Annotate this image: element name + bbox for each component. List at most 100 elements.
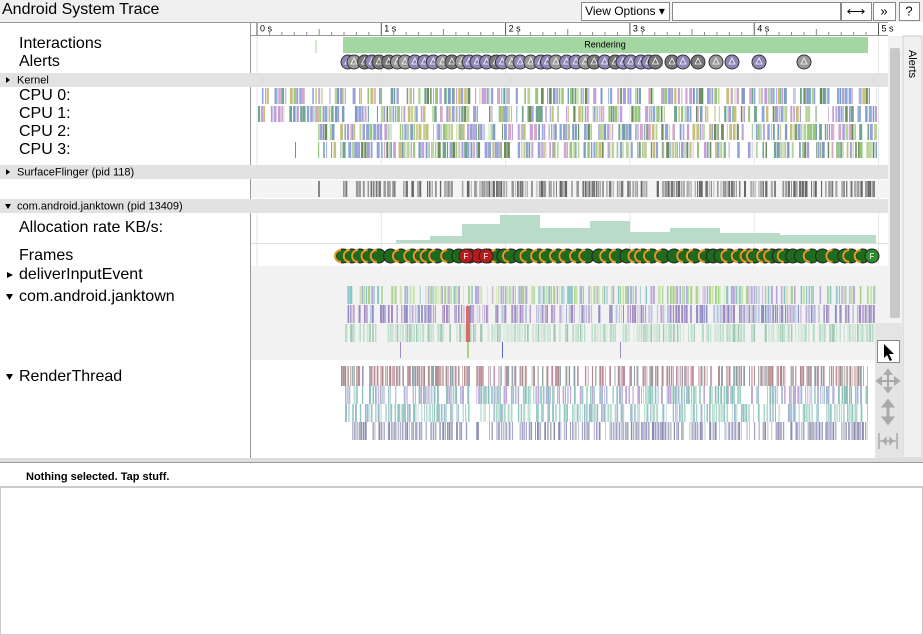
trace-slice <box>838 124 842 140</box>
track-label[interactable]: RenderThread <box>19 368 122 385</box>
help-button[interactable] <box>899 2 920 21</box>
track-label[interactable]: deliverInputEvent <box>19 266 143 283</box>
trace-slice <box>675 305 678 323</box>
trace-slice <box>780 366 782 386</box>
trace-slice <box>617 142 619 158</box>
trace-slice <box>698 366 700 386</box>
trace-slice <box>821 422 823 440</box>
trace-slice <box>508 88 510 104</box>
trace-slice <box>599 324 602 342</box>
trace-slice <box>417 324 419 342</box>
trace-slice <box>635 181 637 197</box>
collapse-arrow[interactable] <box>6 294 13 300</box>
help-label[interactable]: ? <box>905 3 912 18</box>
view-options-label[interactable]: View Options ▾ <box>585 4 665 18</box>
track-label: Allocation rate KB/s: <box>19 219 163 236</box>
frame-jank-arc <box>654 249 662 263</box>
trace-slice <box>289 88 293 104</box>
trace-slice <box>584 305 586 323</box>
timing-tool[interactable] <box>878 433 898 449</box>
trace-slice <box>771 366 774 386</box>
group-header[interactable] <box>0 199 888 213</box>
alert-marker[interactable] <box>708 54 724 70</box>
trace-slice <box>596 324 599 342</box>
pan-tool[interactable] <box>875 368 901 394</box>
alert-marker[interactable] <box>751 54 767 70</box>
trace-slice <box>462 324 464 342</box>
trace-slice <box>730 386 732 404</box>
trace-slice <box>839 324 841 342</box>
trace-slice <box>553 324 556 342</box>
trace-slice <box>868 305 871 323</box>
trace-slice <box>506 366 508 386</box>
next-button[interactable] <box>873 2 896 21</box>
trace-slice <box>648 88 651 104</box>
trace-slice <box>669 142 671 158</box>
frame-jank-arc <box>558 249 566 263</box>
group-header[interactable] <box>0 165 888 179</box>
trace-slice <box>618 124 621 140</box>
frame-marker[interactable] <box>478 248 494 264</box>
trace-slice <box>331 106 334 122</box>
trace-slice <box>669 386 672 404</box>
trace-slice <box>412 366 414 386</box>
trace-slice <box>427 305 430 323</box>
trace-slice <box>595 286 596 304</box>
search-box[interactable] <box>672 2 841 21</box>
trace-slice <box>873 286 875 304</box>
trace-slice <box>566 324 569 342</box>
expand-arrow[interactable] <box>7 272 13 278</box>
alert-marker[interactable] <box>690 54 706 70</box>
trace-slice <box>832 324 835 342</box>
side-tab-label[interactable]: Alerts <box>906 50 918 79</box>
splitter[interactable] <box>0 458 923 462</box>
trace-slice <box>669 305 672 323</box>
trace-slice <box>366 404 369 422</box>
alert-marker[interactable] <box>675 54 691 70</box>
zoom-label[interactable]: ⟷ <box>847 3 866 18</box>
trace-slice <box>866 324 869 342</box>
trace-slice <box>575 422 577 440</box>
group-header[interactable] <box>0 73 888 87</box>
trace-slice <box>362 366 364 386</box>
group-header-label[interactable]: Kernel <box>17 74 49 86</box>
trace-slice <box>350 305 352 323</box>
alert-marker[interactable] <box>647 54 663 70</box>
track-label[interactable]: com.android.janktown <box>19 288 175 305</box>
frame-marker[interactable] <box>864 248 880 264</box>
trace-slice <box>616 386 619 404</box>
frame-marker[interactable] <box>458 248 474 264</box>
trace-slice <box>402 404 405 422</box>
trace-slice <box>593 88 597 104</box>
trace-slice <box>439 286 441 304</box>
zoom-button[interactable] <box>841 2 872 21</box>
trace-slice <box>665 404 667 422</box>
trace-slice <box>538 404 539 422</box>
trace-slice <box>492 386 493 404</box>
trace-slice <box>717 386 719 404</box>
group-header-label[interactable]: SurfaceFlinger (pid 118) <box>17 166 134 178</box>
select-icon[interactable] <box>884 344 894 361</box>
trace-slice <box>709 386 712 404</box>
next-label[interactable]: » <box>880 3 887 18</box>
collapse-arrow[interactable] <box>6 374 13 380</box>
trace-slice <box>726 366 728 386</box>
view-options-button[interactable] <box>581 2 670 21</box>
alert-marker[interactable] <box>724 54 740 70</box>
trace-slice <box>580 324 581 342</box>
group-header-label[interactable]: com.android.janktown (pid 13409) <box>17 200 183 212</box>
trace-slice <box>562 386 565 404</box>
alert-marker[interactable] <box>796 54 812 70</box>
ruler-tick-label: 1 s <box>384 23 397 33</box>
side-panel-tab[interactable] <box>902 35 923 459</box>
trace-slice <box>421 142 425 158</box>
trace-slice <box>399 422 402 440</box>
trace-slice <box>681 422 683 440</box>
trace-slice <box>394 404 396 422</box>
trace-slice <box>373 286 375 304</box>
trace-slice <box>445 366 448 386</box>
trace-slice <box>501 106 504 122</box>
scrollbar-thumb[interactable] <box>890 48 900 318</box>
trace-slice <box>654 422 657 440</box>
zoom-tool[interactable] <box>880 398 896 426</box>
